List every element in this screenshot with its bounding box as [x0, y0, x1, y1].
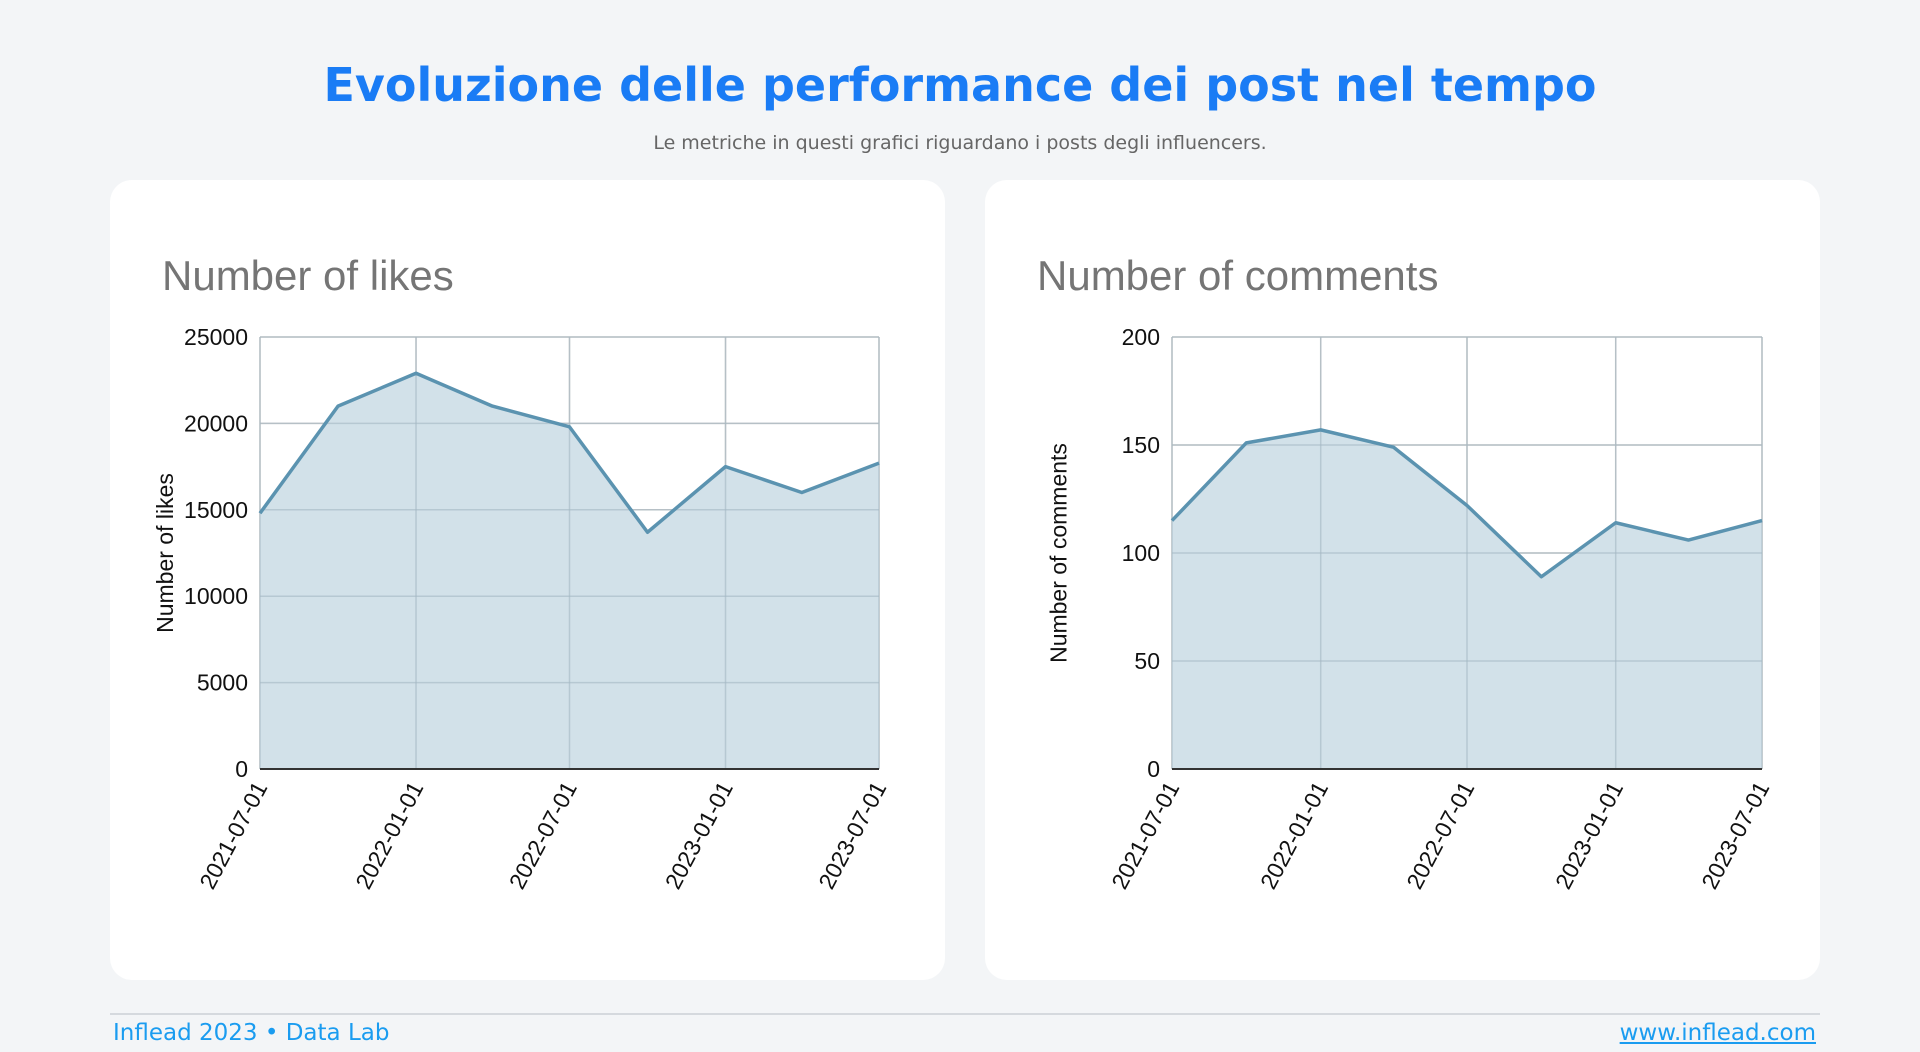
y-tick-label: 100: [1122, 540, 1160, 566]
x-tick-label: 2023-01-01: [1550, 777, 1628, 893]
x-tick-label: 2022-07-01: [504, 777, 582, 893]
page-title: Evoluzione delle performance dei post ne…: [323, 58, 1597, 112]
y-tick-label: 0: [1147, 756, 1160, 782]
y-tick-label: 5000: [197, 670, 248, 696]
chart: Number of likes Number of likes 0 5000 10000…: [152, 252, 891, 893]
x-tick-label: 2022-07-01: [1401, 777, 1479, 893]
y-tick-label: 15000: [184, 497, 248, 523]
chart-title: Number of comments: [1037, 252, 1438, 299]
x-tick-label: 2023-07-01: [813, 777, 891, 893]
x-tick-label: 2022-01-01: [350, 777, 428, 893]
footer-link[interactable]: www.inflead.com: [1619, 1020, 1816, 1046]
y-tick-label: 25000: [184, 324, 248, 350]
x-tick-label: 2023-07-01: [1696, 777, 1774, 893]
y-tick-label: 150: [1122, 432, 1160, 458]
chart: Number of comments Number of comments 0 50 1…: [1037, 252, 1774, 893]
y-tick-label: 50: [1134, 648, 1160, 674]
y-axis-label: Number of likes: [152, 473, 178, 633]
x-tick-label: 2021-07-01: [194, 777, 272, 893]
y-tick-label: 200: [1122, 324, 1160, 350]
x-tick-label: 2023-01-01: [660, 777, 738, 893]
y-tick-label: 0: [235, 756, 248, 782]
chart-card: Number of comments Number of comments 0 50 1…: [985, 180, 1820, 980]
y-axis-label: Number of comments: [1046, 443, 1072, 663]
x-tick-label: 2021-07-01: [1106, 777, 1184, 893]
y-tick-label: 10000: [184, 583, 248, 609]
page-subtitle: Le metriche in questi grafici riguardano…: [653, 132, 1267, 154]
y-tick-label: 20000: [184, 410, 248, 436]
x-tick-label: 2022-01-01: [1255, 777, 1333, 893]
line: [258, 371, 880, 535]
footer-rule: [110, 1013, 1820, 1015]
line: [1170, 428, 1763, 579]
footer-text: Inflead 2023 • Data Lab: [113, 1020, 390, 1046]
chart-title: Number of likes: [162, 252, 454, 299]
chart-card: Number of likes Number of likes 0 5000 10000…: [110, 180, 945, 980]
